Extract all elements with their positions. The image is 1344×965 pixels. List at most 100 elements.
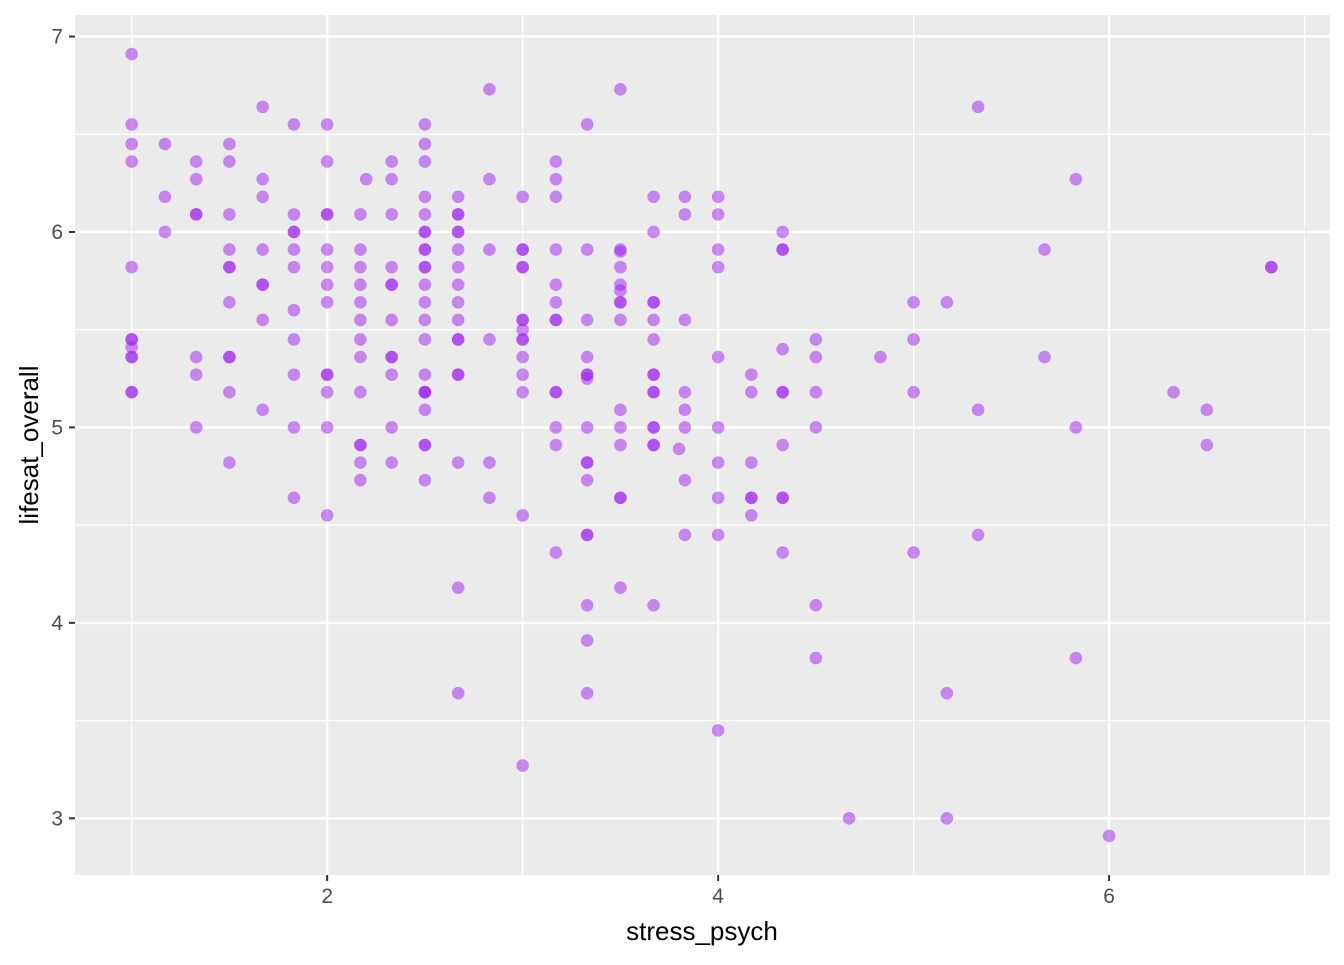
data-point (614, 438, 627, 452)
data-point (711, 421, 725, 434)
data-point (320, 509, 334, 522)
data-point (776, 491, 789, 505)
data-point (354, 350, 367, 364)
data-point (647, 190, 660, 204)
data-point (549, 546, 563, 559)
data-point (287, 491, 301, 505)
data-point (549, 172, 563, 186)
data-point (287, 303, 301, 317)
data-point (256, 313, 269, 327)
data-point (125, 385, 138, 399)
data-point (385, 260, 398, 274)
data-point (549, 296, 563, 309)
y-tick-label: 6 (51, 221, 63, 244)
data-point (580, 421, 594, 434)
data-point (418, 137, 432, 151)
data-point (354, 385, 367, 399)
data-point (451, 581, 465, 594)
data-point (418, 473, 432, 487)
data-point (354, 313, 367, 327)
data-point (647, 421, 660, 434)
data-point (711, 350, 725, 364)
data-point (580, 456, 594, 469)
data-point (483, 243, 496, 256)
data-point (971, 528, 985, 542)
data-point (940, 296, 954, 309)
data-point (354, 438, 367, 452)
data-point (483, 333, 496, 346)
data-point (580, 372, 594, 385)
data-point (516, 759, 529, 772)
data-point (711, 208, 725, 221)
data-point (287, 243, 301, 256)
data-point (678, 421, 692, 434)
data-point (483, 456, 496, 469)
data-point (745, 491, 758, 505)
data-point (451, 243, 465, 256)
x-tick-label: 4 (712, 885, 724, 908)
data-point (418, 296, 432, 309)
data-point (614, 260, 627, 274)
data-point (647, 368, 660, 381)
data-point (385, 155, 398, 168)
data-point (711, 243, 725, 256)
data-point (549, 421, 563, 434)
data-point (745, 509, 758, 522)
data-point (580, 473, 594, 487)
data-point (940, 686, 954, 700)
data-point (418, 190, 432, 204)
data-point (1069, 651, 1083, 665)
data-point (320, 278, 334, 292)
data-point (189, 421, 203, 434)
data-point (125, 350, 138, 364)
data-point (418, 118, 432, 131)
data-point (418, 278, 432, 292)
data-point (223, 350, 236, 364)
data-point (418, 313, 432, 327)
data-point (354, 278, 367, 292)
x-axis-label: stress_psych (626, 916, 778, 946)
data-point (516, 313, 529, 327)
data-point (809, 333, 823, 346)
data-point (287, 225, 301, 239)
data-point (647, 313, 660, 327)
data-point (320, 385, 334, 399)
data-point (614, 296, 627, 309)
data-point (614, 284, 627, 297)
data-point (776, 546, 789, 559)
y-tick-label: 7 (51, 26, 63, 49)
data-point (678, 528, 692, 542)
data-point (678, 385, 692, 399)
data-point (516, 190, 529, 204)
data-point (385, 313, 398, 327)
data-point (580, 686, 594, 700)
data-point (385, 350, 398, 364)
data-point (711, 724, 725, 737)
data-point (647, 438, 660, 452)
data-point (549, 385, 563, 399)
data-point (287, 118, 301, 131)
data-point (385, 172, 398, 186)
data-point (580, 350, 594, 364)
data-point (711, 456, 725, 469)
data-point (256, 190, 269, 204)
data-point (320, 296, 334, 309)
data-point (711, 260, 725, 274)
data-point (418, 225, 432, 239)
data-point (451, 225, 465, 239)
data-point (223, 296, 236, 309)
data-point (418, 403, 432, 417)
data-point (580, 313, 594, 327)
data-point (672, 442, 686, 456)
data-point (614, 403, 627, 417)
data-point (516, 368, 529, 381)
data-point (385, 208, 398, 221)
y-tick-label: 3 (51, 807, 63, 830)
data-point (776, 225, 789, 239)
data-point (971, 100, 985, 114)
data-point (451, 296, 465, 309)
data-point (189, 350, 203, 364)
data-point (125, 333, 138, 346)
data-point (451, 313, 465, 327)
